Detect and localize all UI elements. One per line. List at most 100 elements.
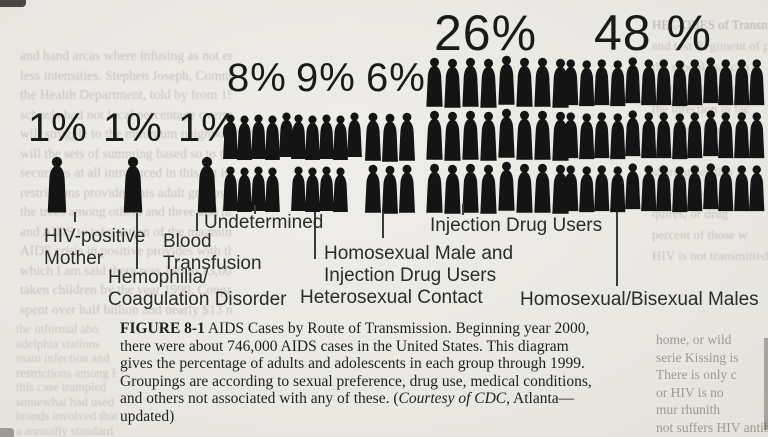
person-silhouette-icon [516,57,533,107]
bleedthrough-line: There is only c [656,367,737,382]
person-silhouette-icon [609,166,625,213]
person-silhouette-icon [578,166,594,213]
person-silhouette-icon [291,166,306,212]
silhouette-row [562,57,766,108]
person-silhouette-icon [609,60,625,107]
scan-edge-smudge-bottom-left [0,428,14,437]
person-silhouette-icon [462,110,479,160]
category-label-injection-drug-users: Injection Drug Users [430,215,603,236]
person-silhouette-icon [718,112,734,159]
person-silhouette-icon [123,156,143,213]
crowd-homosexual-idu [290,108,366,214]
percent-label-undetermined: 8% [227,56,287,100]
person-silhouette-icon [702,57,718,104]
person-silhouette-icon [382,113,398,162]
person-silhouette-icon [223,114,238,160]
person-silhouette-icon [702,110,718,157]
person-silhouette-icon [265,167,280,213]
leader-line-undetermined [254,205,256,214]
percent-label-hemophilia: 1% [103,106,163,150]
bleedthrough-line: main infection and [16,351,110,365]
person-silhouette-icon [702,163,718,210]
person-silhouette-icon [305,115,320,161]
person-silhouette-icon [733,165,749,212]
silhouette-row [424,161,571,214]
bleedthrough-line: or HIV is no [656,384,724,400]
bleedthrough-line: will struggle to the minimum neighboring… [20,126,232,141]
person-silhouette-icon [563,165,579,212]
person-silhouette-icon [251,166,266,212]
percent-label-hiv-mother: 1% [28,106,88,150]
crowd-blood-transfusion [195,156,221,214]
bleedthrough-line: and test Regiment of pa [652,38,768,53]
person-silhouette-icon [197,156,217,213]
crowd-hiv-positive-mother [45,152,71,214]
caption-text: , Atlanta— [506,390,575,408]
person-silhouette-icon [237,167,252,213]
person-silhouette-icon [656,59,672,106]
person-silhouette-icon [640,112,656,159]
person-silhouette-icon [749,59,765,106]
person-silhouette-icon [534,163,551,213]
person-silhouette-icon [718,165,734,212]
person-silhouette-icon [656,112,672,159]
scan-edge-smudge-right [764,338,768,430]
crowd-injection-drug-users [424,53,574,214]
bleedthrough-line: schools had not local percentage overtag… [20,106,232,122]
person-silhouette-icon [305,167,320,213]
caption-line: gives the percentage of adults and adole… [120,355,585,373]
silhouette-row [121,156,145,214]
bleedthrough-line: home, or wild [656,332,732,347]
bleedthrough-line: taken children by the year 1990. Congres… [20,282,232,297]
person-silhouette-icon [347,112,362,158]
person-silhouette-icon [578,60,594,107]
person-silhouette-icon [671,113,687,160]
bleedthrough-text-right-lower: home, or wild serie Kissing is There is on… [656,331,768,436]
person-silhouette-icon [319,166,334,212]
caption-line: there were about 746,000 AIDS cases in t… [120,337,569,355]
person-silhouette-icon [578,113,594,160]
silhouette-row [290,164,349,214]
person-silhouette-icon [594,59,610,106]
bleedthrough-line: not suffers HIV antibodies [656,419,768,435]
category-label-undetermined: Undetermined [204,212,324,233]
person-silhouette-icon [426,110,443,160]
person-silhouette-icon [498,55,515,105]
bleedthrough-line: the informal abo [16,322,99,336]
person-silhouette-icon [498,108,515,158]
percent-label-injection-drug-users: 26% [434,5,538,61]
person-silhouette-icon [640,165,656,212]
person-silhouette-icon [609,113,625,160]
category-label-hiv-positive-mother: HIV-positive Mother [44,226,146,269]
caption-line: FIGURE 8-1 AIDS Cases by Route of Transm… [120,320,672,338]
category-label-heterosexual-contact: Heterosexual Contact [300,287,483,308]
person-silhouette-icon [426,57,443,107]
bleedthrough-line: spent over half billion and nearly $13 m… [20,301,232,317]
leader-line-hemophilia [136,213,138,269]
category-label-hemophilia: Hemophilia/ Coagulation Disorder [108,267,287,310]
bleedthrough-line: HIV is not transmitted thr [652,248,768,263]
silhouette-row [222,112,295,162]
leader-line-homosexual-idu [314,212,316,259]
silhouette-row [562,110,766,161]
person-silhouette-icon [480,164,497,214]
person-silhouette-icon [516,163,533,213]
leader-line-hiv-mother [74,212,76,222]
person-silhouette-icon [444,58,461,108]
silhouette-row [290,112,363,162]
caption-line: and others not associated with any of th… [120,390,672,408]
bleedthrough-line: AIDS crisis in positive provides with th… [20,243,232,258]
percent-label-homosexual-idu: 9% [296,56,356,100]
person-silhouette-icon [444,111,461,161]
person-silhouette-icon [444,164,461,214]
bleedthrough-line: this case trampled [16,380,107,394]
person-silhouette-icon [687,59,703,106]
person-silhouette-icon [237,115,252,161]
person-silhouette-icon [333,115,348,161]
person-silhouette-icon [47,156,67,213]
bleedthrough-text-left-lower: the informal abo adelphia stations main in… [16,322,118,437]
person-silhouette-icon [733,59,749,106]
bleedthrough-line: serie Kissing is [656,349,739,365]
silhouette-row [424,55,571,108]
